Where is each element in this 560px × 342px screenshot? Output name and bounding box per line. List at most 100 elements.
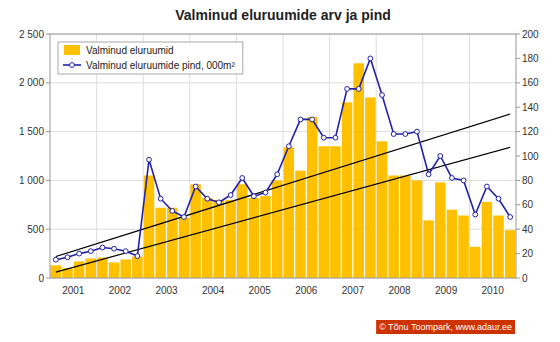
tick-label: 2002	[109, 285, 132, 296]
tick	[46, 82, 50, 83]
tick	[516, 58, 520, 59]
bar	[109, 262, 119, 278]
tick	[46, 278, 50, 279]
watermark-text: © Tõnu Toompark, www.adaur.ee	[379, 322, 512, 332]
marker	[508, 215, 513, 220]
trend-line	[56, 114, 510, 256]
tick-label: 120	[522, 126, 539, 137]
tick	[516, 82, 520, 83]
tick-label: 180	[522, 53, 539, 64]
bar	[435, 182, 445, 278]
marker	[275, 172, 280, 177]
bar	[412, 180, 422, 278]
bar	[447, 210, 457, 278]
y-axis: 05001 0001 5002 0002 500	[19, 29, 50, 284]
marker	[263, 190, 268, 195]
tick	[516, 156, 520, 157]
marker	[251, 194, 256, 199]
bar	[284, 147, 294, 278]
marker	[100, 245, 105, 250]
tick	[46, 180, 50, 181]
tick-label: 0	[38, 273, 44, 284]
tick	[46, 34, 50, 35]
bar	[505, 230, 515, 278]
bar	[482, 202, 492, 278]
marker	[310, 117, 315, 122]
bar	[342, 102, 352, 278]
marker	[473, 212, 478, 217]
x-axis: 2001200220032004200520062007200820092010	[62, 285, 504, 296]
bar	[458, 216, 468, 278]
marker	[217, 200, 222, 205]
bar	[319, 146, 329, 278]
marker	[415, 129, 420, 134]
bar	[307, 117, 317, 278]
tick-label: 2 000	[19, 77, 44, 88]
marker	[147, 157, 152, 162]
marker	[496, 196, 501, 201]
marker	[391, 132, 396, 137]
tick-label: 20	[522, 248, 534, 259]
tick-label: 2008	[388, 285, 411, 296]
marker	[403, 132, 408, 137]
tick-label: 2003	[155, 285, 178, 296]
tick-label: 2007	[342, 285, 365, 296]
tick-label: 2009	[435, 285, 458, 296]
tick	[516, 204, 520, 205]
marker	[53, 257, 58, 262]
tick-label: 500	[27, 224, 44, 235]
marker	[368, 56, 373, 61]
bar	[190, 184, 200, 278]
tick-label: 40	[522, 224, 534, 235]
marker	[123, 249, 128, 254]
plot-frame	[50, 34, 516, 278]
title: Valminud eluruumide arv ja pind	[175, 7, 391, 23]
marks	[51, 56, 516, 278]
bar	[120, 259, 130, 278]
tick-label: 140	[522, 102, 539, 113]
bar	[353, 63, 363, 278]
marker	[88, 249, 93, 254]
tick-label: 1 500	[19, 126, 44, 137]
marker	[461, 178, 466, 183]
bar	[132, 257, 142, 278]
marker	[112, 246, 117, 251]
bar	[214, 200, 224, 278]
watermark: © Tõnu Toompark, www.adaur.ee	[376, 320, 515, 334]
tick-label: 1 000	[19, 175, 44, 186]
marker	[205, 196, 210, 201]
bar	[225, 200, 235, 278]
marker	[484, 184, 489, 189]
tick-label: 2010	[482, 285, 505, 296]
marker	[356, 87, 361, 92]
bar	[295, 171, 305, 278]
bar	[377, 141, 387, 278]
bar	[365, 97, 375, 278]
tick-label: 160	[522, 77, 539, 88]
tick-label: 2001	[62, 285, 85, 296]
tick	[516, 229, 520, 230]
trend-line	[56, 147, 510, 272]
marker	[182, 215, 187, 220]
bar	[74, 261, 84, 278]
tick-label: 60	[522, 199, 534, 210]
year-divider	[329, 34, 330, 278]
marker	[450, 176, 455, 181]
legend-label: Valminud eluruumide pind, 000m²	[86, 60, 235, 71]
grid	[50, 34, 516, 278]
marker	[426, 172, 431, 177]
year-divider	[469, 34, 470, 278]
marker	[345, 87, 350, 92]
tick-label: 0	[522, 273, 528, 284]
tick	[46, 229, 50, 230]
tick	[516, 131, 520, 132]
bar	[400, 176, 410, 278]
line-series	[53, 56, 512, 262]
marker	[298, 117, 303, 122]
bar	[179, 217, 189, 278]
marker	[77, 251, 82, 256]
bar	[272, 180, 282, 278]
bar	[249, 198, 259, 278]
tick-label: 100	[522, 151, 539, 162]
tick-label: 2006	[295, 285, 318, 296]
